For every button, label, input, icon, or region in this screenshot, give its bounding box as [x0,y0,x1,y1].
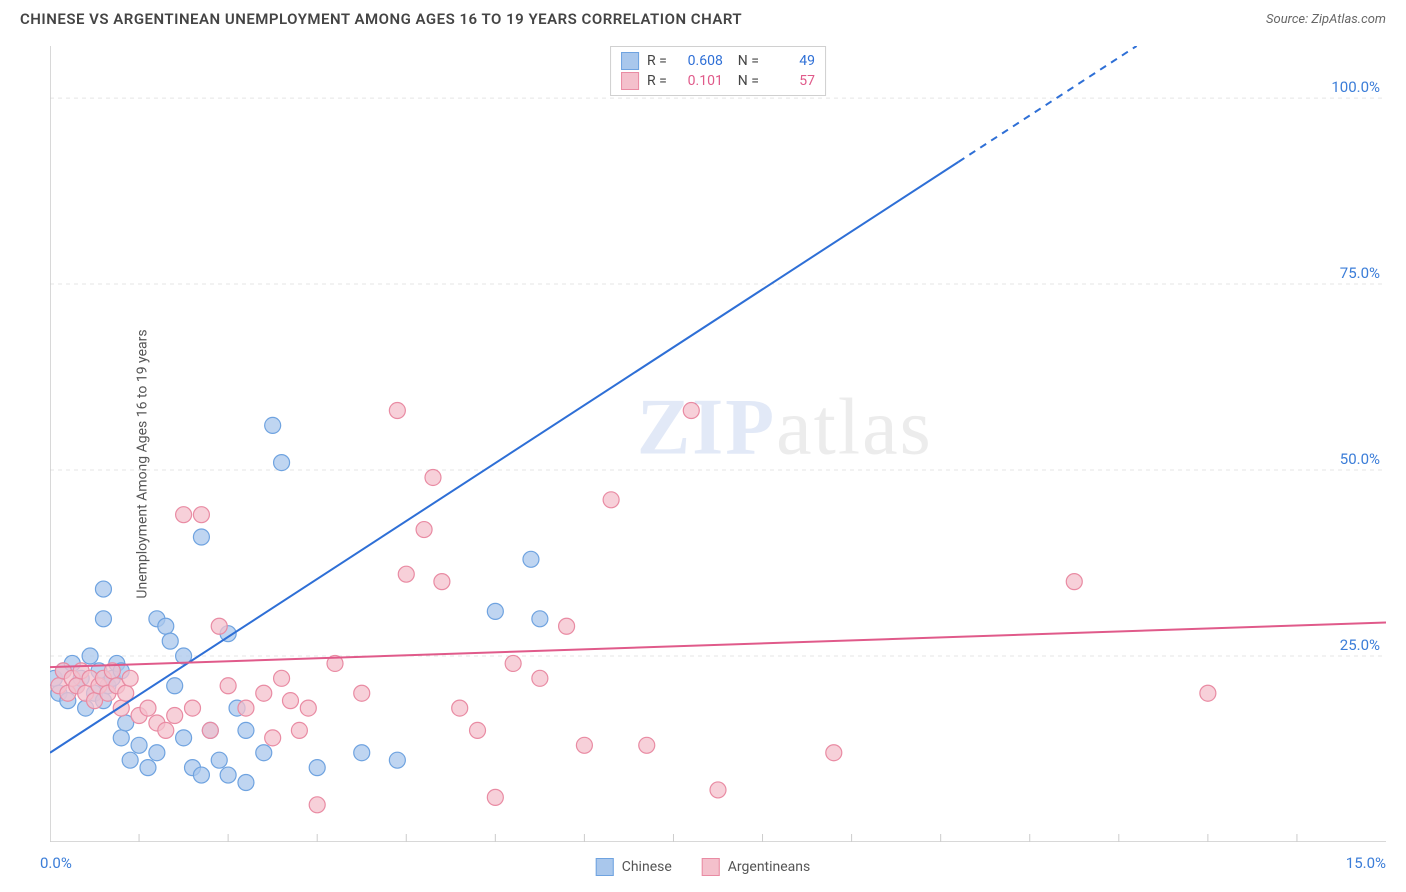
svg-text:25.0%: 25.0% [1340,636,1380,654]
n-label: N = [731,53,759,69]
correlation-legend: R = 0.608 N = 49 R = 0.101 N = 57 [610,46,826,96]
swatch-argentineans [621,72,639,90]
swatch-chinese [621,52,639,70]
x-axis-max-label: 15.0% [1346,854,1386,872]
legend-label-chinese: Chinese [622,859,672,875]
plot-area: 25.0% 50.0% 75.0% 100.0% R = 0.608 N = 49 R… [50,46,1386,842]
n-value-chinese: 49 [767,53,815,69]
source-attribution: Source: ZipAtlas.com [1266,12,1386,27]
svg-text:100.0%: 100.0% [1331,78,1380,96]
legend-item-chinese: Chinese [596,858,672,876]
r-value-argentineans: 0.101 [675,73,723,89]
legend-item-argentineans: Argentineans [702,858,810,876]
r-label: R = [647,73,667,89]
svg-text:50.0%: 50.0% [1340,450,1380,468]
chart-title: CHINESE VS ARGENTINEAN UNEMPLOYMENT AMON… [20,10,742,28]
svg-text:75.0%: 75.0% [1340,264,1380,282]
n-value-argentineans: 57 [767,73,815,89]
scatter-plot-svg: 25.0% 50.0% 75.0% 100.0% [50,46,1386,842]
legend-row-chinese: R = 0.608 N = 49 [621,51,815,71]
r-value-chinese: 0.608 [675,53,723,69]
legend-label-argentineans: Argentineans [728,859,810,875]
n-label: N = [731,73,759,89]
chart-container: Unemployment Among Ages 16 to 19 years 2… [0,36,1406,892]
swatch-argentineans-icon [702,858,720,876]
legend-row-argentineans: R = 0.101 N = 57 [621,71,815,91]
series-legend: Chinese Argentineans [596,858,811,876]
r-label: R = [647,53,667,69]
x-axis-min-label: 0.0% [40,854,72,872]
header: CHINESE VS ARGENTINEAN UNEMPLOYMENT AMON… [0,0,1406,36]
swatch-chinese-icon [596,858,614,876]
